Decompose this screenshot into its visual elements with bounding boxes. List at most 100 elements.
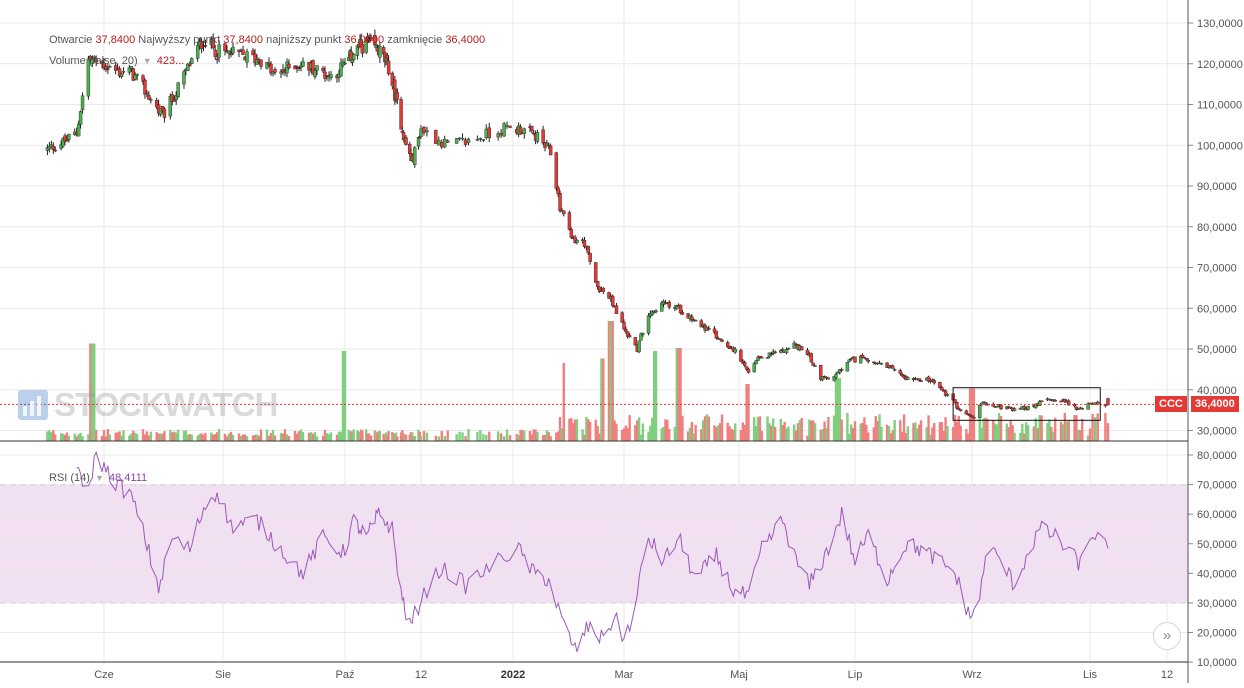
volume-bar: [46, 431, 49, 441]
volume-bar: [972, 388, 976, 441]
candle-body: [582, 240, 587, 247]
candle-body: [487, 127, 491, 139]
volume-bar: [1093, 417, 1097, 441]
volume-bar: [1011, 425, 1014, 441]
volume-bar: [967, 433, 970, 441]
volume-bar: [225, 436, 229, 441]
volume-label[interactable]: Volume (false, 20): [49, 55, 138, 67]
volume-bar: [356, 430, 359, 441]
candle-body: [752, 363, 756, 373]
chevron-down-icon[interactable]: ▼: [95, 473, 104, 483]
volume-bar: [425, 432, 429, 441]
volume-bar: [944, 417, 947, 441]
candle-body: [51, 145, 55, 151]
candle-body: [620, 312, 624, 323]
volume-bar: [1086, 435, 1090, 441]
volume-bar: [931, 427, 934, 441]
volume-bar: [840, 419, 843, 441]
candle-body: [809, 353, 813, 363]
candle-body: [413, 147, 417, 165]
volume-bar: [899, 420, 902, 441]
volume-bar: [174, 432, 178, 441]
volume-bar: [836, 378, 840, 441]
volume-legend[interactable]: Volume (false, 20) ▼ 423...: [49, 55, 184, 67]
volume-bar: [889, 433, 893, 441]
candle-body: [849, 358, 853, 360]
volume-bar: [299, 429, 303, 441]
candle-body: [518, 126, 523, 135]
volume-bar: [730, 429, 733, 441]
candle-body: [168, 95, 173, 117]
volume-bar: [63, 434, 67, 441]
volume-bar: [912, 423, 915, 441]
volume-bar: [523, 430, 526, 441]
volume-bar: [970, 388, 974, 441]
volume-bar: [798, 420, 802, 441]
volume-bar: [337, 431, 341, 441]
volume-bar: [819, 429, 822, 441]
stockwatch-logo-icon: [18, 390, 48, 420]
volume-bar: [329, 432, 333, 441]
rsi-label[interactable]: RSI (14): [49, 472, 90, 484]
rsi-y-tick-label: 40,0000: [1197, 568, 1237, 580]
candle-body: [834, 373, 838, 378]
volume-bar: [231, 434, 235, 441]
close-value: 36,4000: [445, 34, 486, 46]
volume-bar: [848, 433, 851, 441]
volume-bar: [239, 435, 243, 441]
high-value: 37,8400: [223, 34, 264, 46]
candle-body: [892, 369, 897, 371]
rsi-series-line: [76, 450, 1109, 652]
candle-body: [556, 187, 560, 195]
x-tick-label: 12: [415, 669, 427, 681]
volume-bar: [891, 430, 894, 441]
volume-bar: [753, 417, 756, 441]
volume-bar: [995, 424, 999, 441]
candle-body: [746, 368, 751, 373]
volume-bar: [517, 435, 520, 441]
price-y-tick-label: 30,0000: [1197, 426, 1237, 438]
volume-bar: [955, 421, 959, 441]
candle-body: [195, 45, 200, 59]
volume-bar: [403, 434, 407, 441]
candle-body: [707, 328, 711, 330]
candle-body: [957, 407, 961, 410]
volume-bar: [327, 434, 331, 441]
rsi-y-tick-label: 20,0000: [1197, 628, 1237, 640]
open-label: Otwarcie: [49, 34, 93, 46]
volume-bar: [732, 429, 735, 441]
volume-bar: [904, 433, 908, 441]
candle-body: [567, 212, 572, 230]
volume-bar: [155, 432, 158, 441]
rsi-legend[interactable]: RSI (14) ▼ 48,4111: [49, 472, 147, 484]
volume-bar: [1053, 417, 1057, 441]
double-chevron-right-icon[interactable]: »: [1162, 627, 1172, 644]
candle-body: [862, 357, 867, 359]
candle-body: [188, 63, 192, 67]
volume-bar: [528, 430, 532, 441]
candle-body: [1059, 400, 1063, 403]
volume-bar: [285, 434, 289, 441]
chevron-down-icon[interactable]: ▼: [142, 56, 152, 66]
volume-bar: [637, 417, 641, 441]
candle-body: [145, 92, 149, 95]
volume-bar: [383, 434, 387, 441]
price-y-tick-label: 40,0000: [1197, 385, 1237, 397]
volume-bar: [128, 435, 131, 441]
volume-bar: [75, 436, 78, 441]
volume-bar: [106, 429, 110, 441]
volume-bar: [978, 415, 981, 441]
volume-bar: [747, 384, 750, 441]
candle-body: [739, 350, 743, 362]
candle-body: [999, 404, 1003, 410]
scroll-to-latest-button[interactable]: »: [1153, 622, 1181, 650]
volume-bar: [992, 420, 995, 441]
volume-bar: [876, 420, 879, 441]
volume-bar: [677, 348, 680, 441]
volume-bar: [1032, 426, 1036, 441]
volume-bar: [351, 433, 354, 441]
volume-bar: [624, 425, 628, 441]
volume-bar: [89, 343, 92, 441]
